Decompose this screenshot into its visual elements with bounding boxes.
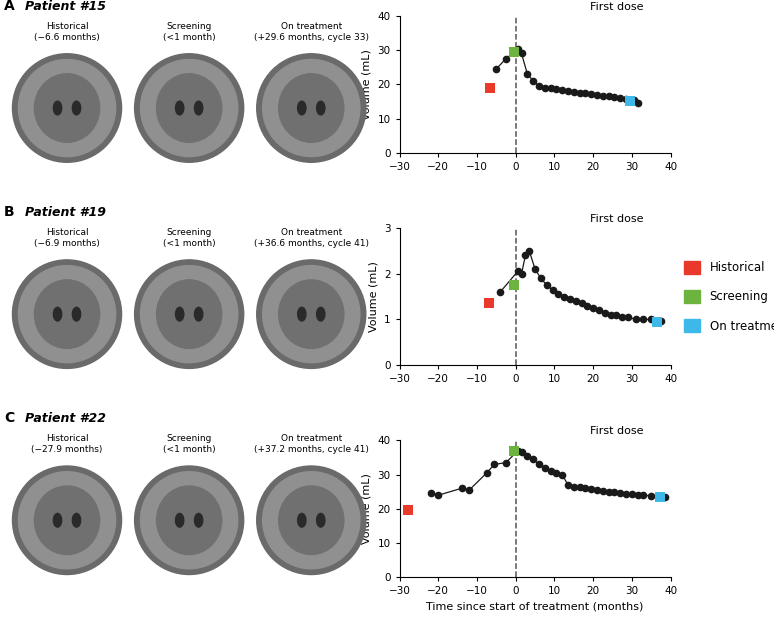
Ellipse shape bbox=[257, 466, 366, 574]
Ellipse shape bbox=[156, 280, 222, 348]
Ellipse shape bbox=[298, 307, 306, 321]
Ellipse shape bbox=[19, 59, 115, 156]
Text: First dose: First dose bbox=[590, 2, 643, 11]
Ellipse shape bbox=[317, 514, 325, 527]
Text: First dose: First dose bbox=[590, 427, 643, 436]
Text: Screening
(<1 month): Screening (<1 month) bbox=[163, 434, 215, 454]
Ellipse shape bbox=[34, 280, 100, 348]
Ellipse shape bbox=[176, 514, 183, 527]
Text: C: C bbox=[4, 411, 14, 425]
Ellipse shape bbox=[135, 260, 244, 369]
Ellipse shape bbox=[176, 307, 183, 321]
Ellipse shape bbox=[141, 266, 238, 363]
Text: On treatment
(+29.6 months, cycle 33): On treatment (+29.6 months, cycle 33) bbox=[254, 22, 368, 42]
Ellipse shape bbox=[53, 514, 62, 527]
Ellipse shape bbox=[257, 54, 366, 162]
Ellipse shape bbox=[194, 101, 203, 115]
Ellipse shape bbox=[72, 307, 80, 321]
Ellipse shape bbox=[194, 514, 203, 527]
Ellipse shape bbox=[12, 466, 122, 574]
Text: Patient #22: Patient #22 bbox=[25, 412, 106, 425]
Ellipse shape bbox=[156, 486, 222, 555]
Ellipse shape bbox=[141, 472, 238, 569]
Ellipse shape bbox=[279, 74, 344, 143]
Ellipse shape bbox=[257, 260, 366, 369]
Y-axis label: Volume (mL): Volume (mL) bbox=[368, 261, 378, 332]
Ellipse shape bbox=[176, 101, 183, 115]
Ellipse shape bbox=[279, 280, 344, 348]
Ellipse shape bbox=[12, 260, 122, 369]
Legend: Historical, Screening, On treatment: Historical, Screening, On treatment bbox=[683, 261, 774, 333]
Ellipse shape bbox=[34, 74, 100, 143]
Text: On treatment
(+37.2 months, cycle 41): On treatment (+37.2 months, cycle 41) bbox=[254, 434, 368, 454]
Ellipse shape bbox=[72, 101, 80, 115]
Text: Patient #19: Patient #19 bbox=[25, 206, 106, 219]
Ellipse shape bbox=[19, 472, 115, 569]
Ellipse shape bbox=[12, 54, 122, 162]
Ellipse shape bbox=[34, 486, 100, 555]
Ellipse shape bbox=[19, 266, 115, 363]
Ellipse shape bbox=[53, 101, 62, 115]
X-axis label: Time since start of treatment (months): Time since start of treatment (months) bbox=[426, 602, 644, 612]
Text: Screening
(<1 month): Screening (<1 month) bbox=[163, 22, 215, 42]
Ellipse shape bbox=[317, 307, 325, 321]
Ellipse shape bbox=[262, 266, 360, 363]
Ellipse shape bbox=[53, 307, 62, 321]
Ellipse shape bbox=[262, 59, 360, 156]
Ellipse shape bbox=[194, 307, 203, 321]
Text: Historical
(−27.9 months): Historical (−27.9 months) bbox=[31, 434, 103, 454]
Ellipse shape bbox=[156, 74, 222, 143]
Ellipse shape bbox=[135, 54, 244, 162]
Y-axis label: Volume (mL): Volume (mL) bbox=[362, 473, 372, 545]
Text: First dose: First dose bbox=[590, 214, 643, 224]
Ellipse shape bbox=[298, 101, 306, 115]
Text: B: B bbox=[4, 204, 15, 219]
Text: On treatment
(+36.6 months, cycle 41): On treatment (+36.6 months, cycle 41) bbox=[254, 228, 368, 248]
Ellipse shape bbox=[141, 59, 238, 156]
Ellipse shape bbox=[317, 101, 325, 115]
Ellipse shape bbox=[72, 514, 80, 527]
Ellipse shape bbox=[279, 486, 344, 555]
Ellipse shape bbox=[262, 472, 360, 569]
Text: Historical
(−6.9 months): Historical (−6.9 months) bbox=[34, 228, 100, 248]
Text: Historical
(−6.6 months): Historical (−6.6 months) bbox=[34, 22, 100, 42]
Ellipse shape bbox=[298, 514, 306, 527]
Text: A: A bbox=[4, 0, 15, 13]
Ellipse shape bbox=[135, 466, 244, 574]
Text: Screening
(<1 month): Screening (<1 month) bbox=[163, 228, 215, 248]
Text: Patient #15: Patient #15 bbox=[25, 0, 106, 13]
Y-axis label: Volume (mL): Volume (mL) bbox=[362, 49, 372, 120]
